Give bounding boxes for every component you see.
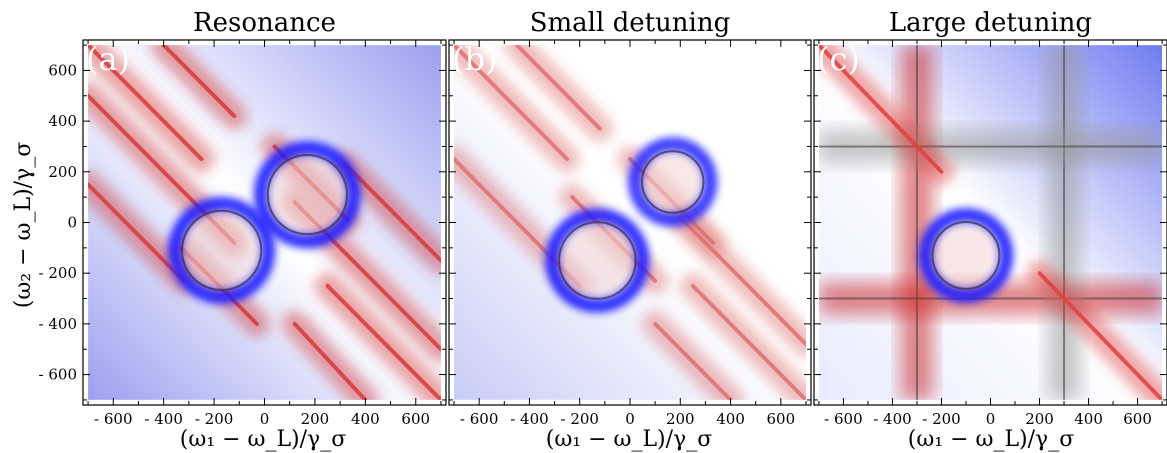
diagonal-ridge bbox=[292, 321, 368, 400]
x-tick-label: 200 bbox=[666, 410, 695, 428]
x-tick-label: 400 bbox=[351, 410, 380, 428]
resonance-ring-interior bbox=[931, 221, 1001, 290]
y-tick-label: 200 bbox=[48, 163, 77, 181]
resonance-ring-edge bbox=[641, 150, 705, 214]
resonance-ring-interior bbox=[266, 153, 348, 236]
resonance-ring bbox=[918, 208, 1014, 303]
diagonal-ridge bbox=[161, 45, 237, 119]
y-tick-label: - 200 bbox=[39, 264, 77, 282]
x-tick-label: - 400 bbox=[144, 410, 182, 428]
resonance-ring bbox=[628, 137, 718, 227]
diagonal-ridge bbox=[88, 45, 204, 162]
resonance-ring-edge bbox=[931, 221, 1001, 290]
heatmap-b bbox=[454, 45, 806, 400]
resonance-ring-interior bbox=[558, 221, 637, 300]
x-tick-label: 600 bbox=[401, 410, 430, 428]
x-tick-label: - 400 bbox=[873, 410, 911, 428]
panel-title-a: Resonance bbox=[193, 8, 336, 38]
resonance-ring bbox=[545, 208, 650, 313]
panel-a: - 600 - 400 - 200 0 200 400 600 - 600 - 400 - 200… bbox=[39, 8, 447, 428]
resonance-ring-edge bbox=[181, 209, 263, 292]
resonance-ring-interior bbox=[181, 209, 263, 292]
panel-label-c: (c) bbox=[817, 40, 860, 78]
resonance-ring bbox=[168, 196, 276, 305]
x-tick-label: 0 bbox=[986, 410, 996, 428]
x-axis-label-a: (ω₁ − ω_L)/γ_σ bbox=[180, 427, 346, 452]
resonance-ring-edge bbox=[266, 153, 348, 236]
panel-label-b: (b) bbox=[452, 40, 497, 78]
x-tick-label: 600 bbox=[767, 410, 796, 428]
diagonal-ridge bbox=[690, 283, 806, 400]
panel-title-b: Small detuning bbox=[530, 8, 731, 38]
x-tick-label: 200 bbox=[1025, 410, 1054, 428]
x-tick-label: 400 bbox=[716, 410, 745, 428]
diagonal-ridge bbox=[818, 45, 944, 174]
diagonal-ridge bbox=[454, 45, 570, 162]
y-axis-label: (ω₂ − ω_L)/γ_σ bbox=[11, 142, 36, 308]
x-tick-label: - 400 bbox=[510, 410, 548, 428]
x-tick-label: - 600 bbox=[824, 410, 862, 428]
x-tick-label: - 600 bbox=[94, 410, 132, 428]
y-tick-label: - 400 bbox=[39, 315, 77, 333]
panel-b: - 600 - 400 - 200 0 200 400 600 Small detuning (… bbox=[448, 8, 812, 428]
y-tick-label: - 600 bbox=[39, 366, 77, 384]
diagonal-ridge bbox=[1037, 271, 1163, 400]
diagonal-ridge bbox=[343, 162, 441, 263]
x-tick-label: - 600 bbox=[460, 410, 498, 428]
diagonal-ridge bbox=[325, 283, 441, 400]
x-tick-label: 0 bbox=[625, 410, 635, 428]
x-tick-label: - 200 bbox=[560, 410, 598, 428]
heatmap-c bbox=[818, 45, 1163, 400]
y-tick-label: 600 bbox=[48, 61, 77, 79]
panel-label-a: (a) bbox=[86, 40, 130, 78]
x-tick-label: - 200 bbox=[195, 410, 233, 428]
diagonal-ridge bbox=[653, 321, 733, 400]
x-axis-label-b: (ω₁ − ω_L)/γ_σ bbox=[546, 427, 712, 452]
x-tick-label: - 200 bbox=[922, 410, 960, 428]
x-axis-label-c: (ω₁ − ω_L)/γ_σ bbox=[908, 427, 1074, 452]
resonance-ring-edge bbox=[558, 221, 637, 300]
y-tick-label: 0 bbox=[67, 214, 77, 232]
heatmap-a bbox=[88, 45, 441, 400]
diagonal-ridge bbox=[514, 45, 602, 131]
diagonal-ridge bbox=[88, 182, 186, 283]
diagonal-ridge bbox=[678, 215, 806, 347]
panel-title-c: Large detuning bbox=[889, 8, 1092, 38]
resonance-ring bbox=[253, 140, 361, 249]
panel-c: - 600 - 400 - 200 0 200 400 600 Large detuning (… bbox=[813, 8, 1167, 428]
resonance-ring-interior bbox=[641, 150, 705, 214]
x-tick-label: 200 bbox=[301, 410, 330, 428]
x-tick-label: 0 bbox=[260, 410, 270, 428]
x-tick-label: 600 bbox=[1123, 410, 1152, 428]
x-tick-label: 400 bbox=[1074, 410, 1103, 428]
y-tick-label: 400 bbox=[48, 112, 77, 130]
